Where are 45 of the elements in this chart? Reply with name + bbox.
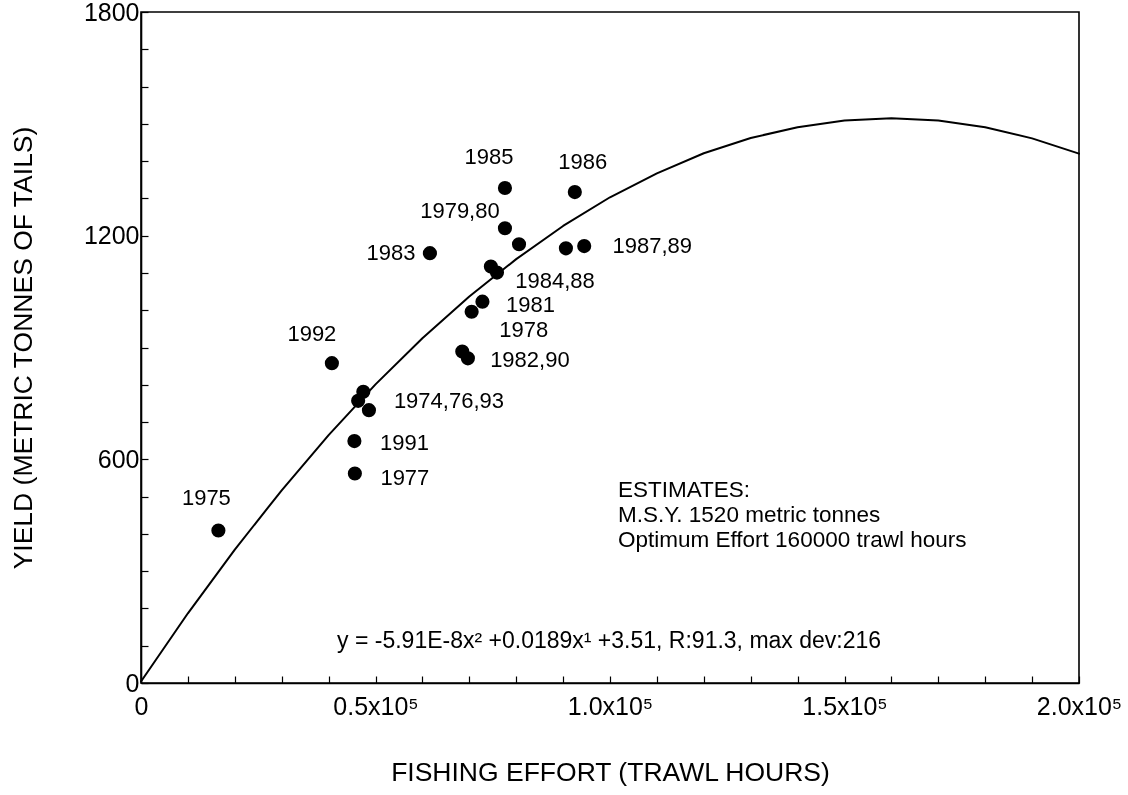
annotation: y = -5.91E-8x² +0.0189x¹ +3.51, R:91.3, max dev:216: [337, 626, 882, 653]
annotation: 1975: [181, 484, 231, 510]
x-tick-label: 0.5x10⁵: [333, 691, 419, 720]
point: [211, 523, 226, 538]
annotation: 1986: [558, 149, 608, 175]
annotation: 1982,90: [490, 347, 570, 373]
point: [558, 241, 573, 256]
annotation: Optimum Effort 160000 trawl hours: [617, 526, 967, 552]
x-tick-label: 1.5x10⁵: [802, 691, 888, 720]
y-axis-title: YIELD (METRIC TONNES OF TAILS): [7, 126, 38, 570]
point: [497, 221, 513, 236]
annotation: 1984,88: [515, 267, 595, 293]
x-axis-title: FISHING EFFORT (TRAWL HOURS): [391, 756, 830, 787]
y-tick-label: 0: [125, 668, 140, 697]
point: [567, 184, 582, 200]
point: [497, 180, 513, 196]
annotation: 1987,89: [612, 233, 692, 259]
annotation: 1979,80: [420, 198, 500, 224]
point: [324, 356, 339, 371]
annotation: M.S.Y. 1520 metric tonnes: [617, 501, 881, 527]
x-tick-label: 1.0x10⁵: [567, 691, 654, 720]
point: [460, 351, 475, 366]
point: [356, 384, 371, 399]
x-tick-label: 2.0x10⁵: [1036, 691, 1123, 720]
y-tick-label: 1800: [83, 0, 140, 26]
point: [361, 403, 377, 418]
y-tick-label: 600: [97, 444, 140, 473]
annotation: ESTIMATES:: [617, 476, 751, 502]
annotation: 1983: [366, 240, 416, 266]
point: [577, 239, 592, 254]
annotation: 1974,76,93: [393, 388, 504, 414]
point: [347, 466, 362, 481]
y-tick-label: 1200: [83, 221, 140, 250]
annotation: 1985: [464, 143, 514, 169]
point: [422, 246, 437, 261]
point: [475, 294, 490, 309]
annotation: 1978: [499, 316, 549, 342]
point: [511, 237, 527, 252]
annotation: 1991: [379, 430, 429, 456]
point: [464, 304, 479, 319]
point: [347, 434, 362, 449]
annotation: 1981: [505, 291, 555, 317]
point: [489, 265, 505, 280]
annotation: 1992: [287, 321, 337, 347]
annotation: 1977: [380, 465, 430, 491]
